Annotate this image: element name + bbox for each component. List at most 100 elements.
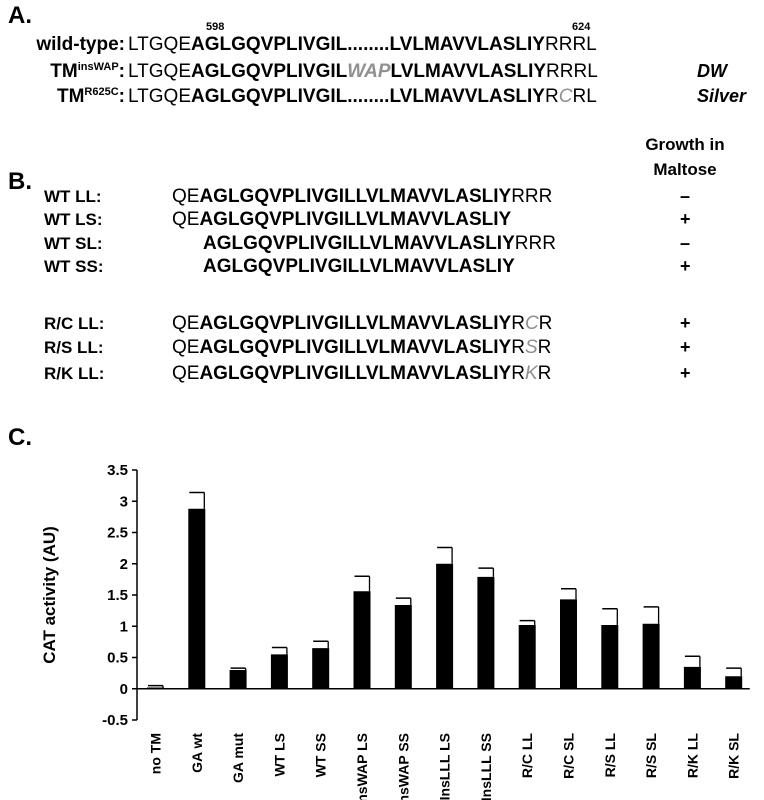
seq-prefix: QE bbox=[172, 363, 200, 384]
bar bbox=[353, 591, 371, 689]
seq-tail-1: RRR bbox=[514, 233, 556, 254]
y-tick-label: 1.5 bbox=[107, 587, 128, 604]
seq-tail-2: R bbox=[538, 313, 553, 334]
x-category-label: GA mut bbox=[230, 733, 246, 783]
y-axis-label: CAT activity (AU) bbox=[40, 526, 59, 664]
seq-prefix: LTGQE bbox=[128, 34, 191, 55]
seq-mutation: K bbox=[524, 363, 538, 384]
y-tick-label: 0 bbox=[120, 681, 128, 698]
panel-a-label: A. bbox=[8, 2, 32, 29]
seq-prefix: QE bbox=[172, 313, 200, 334]
panel-a-row-sequence: LTGQEAGLGQVPLIVGILWAPLVLMAVVLASLIYRRRL bbox=[128, 61, 598, 83]
construct-name: R/K LL: bbox=[44, 364, 105, 383]
bar bbox=[229, 670, 247, 689]
seq-tail-post: RL bbox=[572, 86, 597, 107]
x-category-label: GA wt bbox=[189, 733, 205, 773]
bar bbox=[477, 576, 495, 689]
seq-mutation: C bbox=[524, 313, 539, 334]
row-name-superscript: insWAP bbox=[77, 61, 119, 73]
seq-tail-pre: RR bbox=[546, 61, 574, 82]
seq-core-2: LVLMAVVLASLIY bbox=[389, 86, 545, 107]
seq-insert: WAP bbox=[347, 61, 391, 82]
seq-core-1: AGLGQVPLIVGIL bbox=[191, 61, 348, 82]
phenotype-label: DW bbox=[697, 61, 727, 81]
bar bbox=[683, 666, 701, 689]
x-category-label: R/K SL bbox=[726, 733, 742, 779]
construct-name: R/C LL: bbox=[44, 314, 105, 333]
panel-a-row-name: TMinsWAP: bbox=[0, 61, 125, 83]
x-category-label: WT LS bbox=[271, 733, 287, 777]
construct-sequence: AGLGQVPLIVGILLVLMAVVLASLIY bbox=[203, 256, 515, 278]
seq-core: AGLGQVPLIVGILLVLMAVVLASLIY bbox=[199, 363, 512, 384]
seq-core: AGLGQVPLIVGILLVLMAVVLASLIY bbox=[199, 186, 512, 207]
seq-tail-2: R bbox=[537, 337, 552, 358]
panel-a-row-sequence: LTGQEAGLGQVPLIVGIL........LVLMAVVLASLIYR… bbox=[128, 34, 597, 56]
x-category-label: R/S SL bbox=[643, 733, 659, 779]
seq-tail-pre: R bbox=[545, 86, 559, 107]
growth-result: + bbox=[680, 313, 691, 333]
position-624-label: 624 bbox=[572, 21, 591, 33]
growth-header-line2: Maltose bbox=[653, 160, 717, 179]
row-name-text: wild-type: bbox=[36, 34, 125, 55]
bars-group bbox=[147, 491, 743, 689]
bar bbox=[436, 563, 454, 689]
seq-tail-1: R bbox=[511, 337, 525, 358]
growth-result: + bbox=[680, 337, 691, 357]
x-category-label: no TM bbox=[148, 733, 164, 774]
construct-name: WT SS: bbox=[44, 257, 104, 276]
seq-mutation: S bbox=[524, 337, 538, 358]
seq-tail-1: R bbox=[511, 313, 525, 334]
x-category-label: InsLLL LS bbox=[437, 733, 453, 800]
y-tick-label: 1 bbox=[120, 618, 128, 635]
phenotype-label: Silver bbox=[697, 86, 747, 106]
bar bbox=[188, 508, 206, 689]
seq-core-1: AGLGQVPLIVGIL bbox=[191, 86, 348, 107]
y-tick-label: 2.5 bbox=[107, 525, 128, 542]
panel-a-row-name: TMR625C: bbox=[0, 86, 125, 108]
bar bbox=[560, 599, 577, 689]
row-name-colon: : bbox=[118, 61, 125, 82]
x-category-label: R/C SL bbox=[561, 733, 577, 779]
cat-activity-bar-chart: -0.5 0 0.5 1 1.5 2 2.5 3 3.5 no TM GA wt GA mut WT … bbox=[40, 462, 750, 800]
construct-sequence: QEAGLGQVPLIVGILLVLMAVVLASLIYRRR bbox=[172, 186, 552, 208]
panel-a-row-sequence: LTGQEAGLGQVPLIVGIL........LVLMAVVLASLIYR… bbox=[128, 86, 597, 108]
panel-c-label: C. bbox=[8, 424, 32, 451]
position-598-label: 598 bbox=[206, 21, 225, 33]
panel-b-label: B. bbox=[8, 168, 32, 195]
x-category-label: InsWAP SS bbox=[395, 733, 411, 800]
x-category-label: WT SS bbox=[313, 733, 329, 777]
seq-core: AGLGQVPLIVGILLVLMAVVLASLIY bbox=[199, 337, 512, 358]
seq-insert: ........ bbox=[347, 34, 390, 55]
panel-a-row-name: wild-type: bbox=[0, 34, 125, 56]
seq-prefix: LTGQE bbox=[128, 86, 191, 107]
construct-name: WT LS: bbox=[44, 210, 103, 229]
growth-header-line1: Growth in bbox=[645, 135, 725, 154]
construct-sequence: AGLGQVPLIVGILLVLMAVVLASLIYRRR bbox=[203, 233, 556, 255]
y-tick-label: 3 bbox=[120, 493, 128, 510]
construct-sequence: QEAGLGQVPLIVGILLVLMAVVLASLIY bbox=[172, 209, 511, 231]
seq-tail-mutation: C bbox=[558, 86, 573, 107]
seq-core: AGLGQVPLIVGILLVLMAVVLASLIY bbox=[199, 313, 512, 334]
bar bbox=[270, 654, 288, 689]
row-name-colon: : bbox=[118, 86, 125, 107]
bar bbox=[394, 605, 412, 689]
growth-result: + bbox=[680, 363, 691, 383]
seq-core-2: LVLMAVVLASLIY bbox=[390, 61, 547, 82]
seq-tail-post: RL bbox=[572, 34, 597, 55]
seq-tail-1: R bbox=[511, 363, 525, 384]
growth-result: – bbox=[680, 186, 691, 206]
seq-core-1: AGLGQVPLIVGIL bbox=[191, 34, 348, 55]
seq-insert: ........ bbox=[347, 86, 390, 107]
construct-sequence: QEAGLGQVPLIVGILLVLMAVVLASLIYRCR bbox=[172, 313, 552, 335]
bar bbox=[147, 687, 164, 689]
seq-prefix: QE bbox=[172, 186, 200, 207]
growth-result: + bbox=[680, 209, 691, 229]
seq-tail-pre: RR bbox=[545, 34, 573, 55]
construct-name: WT SL: bbox=[44, 234, 103, 253]
construct-sequence: QEAGLGQVPLIVGILLVLMAVVLASLIYRKR bbox=[172, 363, 551, 385]
y-tick-label: -0.5 bbox=[102, 712, 128, 729]
seq-core: AGLGQVPLIVGILLVLMAVVLASLIY bbox=[199, 209, 512, 230]
construct-name: WT LL: bbox=[44, 187, 102, 206]
bar bbox=[312, 648, 330, 689]
bar bbox=[518, 625, 536, 689]
